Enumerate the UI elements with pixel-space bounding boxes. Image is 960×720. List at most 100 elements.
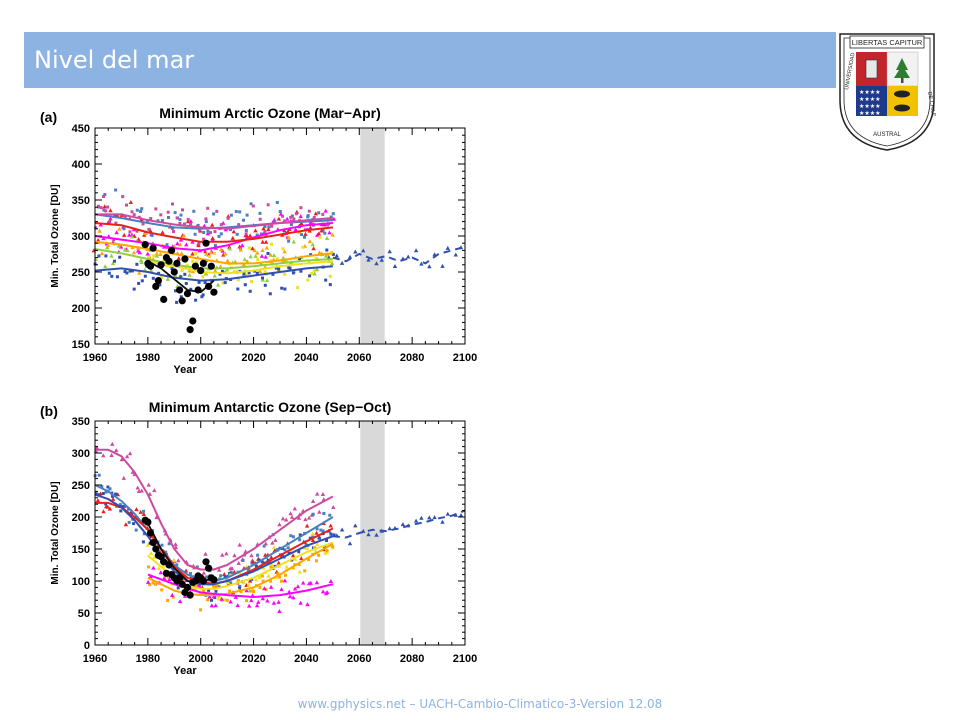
model-point bbox=[249, 598, 254, 603]
model-point bbox=[256, 599, 261, 604]
model-point bbox=[167, 216, 170, 219]
model-point bbox=[171, 595, 175, 599]
model-point bbox=[160, 588, 164, 592]
model-point bbox=[289, 514, 295, 519]
model-point bbox=[229, 570, 233, 574]
model-point bbox=[189, 222, 193, 226]
model-point bbox=[215, 282, 221, 287]
model-point bbox=[227, 246, 232, 251]
model-point bbox=[299, 221, 304, 226]
extension-point bbox=[445, 245, 450, 250]
x-tick-label: 2080 bbox=[400, 653, 424, 665]
model-point bbox=[298, 214, 303, 219]
model-point bbox=[235, 232, 239, 236]
model-point bbox=[251, 204, 255, 208]
model-point bbox=[271, 253, 277, 258]
model-point bbox=[282, 578, 288, 583]
model-point bbox=[149, 217, 153, 221]
model-point bbox=[128, 230, 132, 234]
model-point bbox=[134, 507, 139, 512]
model-point bbox=[199, 608, 203, 612]
model-point bbox=[204, 217, 208, 221]
model-point bbox=[213, 268, 218, 273]
model-point bbox=[152, 488, 157, 493]
extension-point bbox=[453, 252, 458, 257]
model-point bbox=[258, 217, 262, 221]
model-point bbox=[101, 492, 105, 495]
model-point bbox=[195, 260, 199, 264]
model-point bbox=[276, 572, 280, 576]
model-point bbox=[177, 242, 183, 247]
model-point bbox=[129, 232, 135, 237]
y-tick-label: 350 bbox=[72, 416, 90, 428]
model-point bbox=[263, 239, 269, 244]
model-point bbox=[283, 287, 287, 291]
model-point bbox=[290, 214, 294, 218]
model-point bbox=[223, 281, 227, 285]
model-line bbox=[95, 501, 334, 585]
model-point bbox=[114, 230, 119, 235]
model-point bbox=[142, 532, 146, 536]
model-point bbox=[329, 532, 333, 536]
model-point bbox=[130, 511, 134, 515]
model-point bbox=[263, 283, 267, 287]
model-point bbox=[245, 259, 250, 264]
model-point bbox=[313, 211, 318, 216]
x-tick-label: 2060 bbox=[347, 653, 371, 665]
model-point bbox=[232, 270, 236, 274]
model-point bbox=[100, 485, 104, 489]
model-point bbox=[151, 276, 155, 280]
observation-point bbox=[170, 268, 178, 276]
model-point bbox=[190, 269, 195, 274]
extension-point bbox=[406, 254, 411, 259]
model-point bbox=[285, 236, 289, 240]
model-point bbox=[303, 517, 308, 522]
observation-point bbox=[194, 286, 202, 294]
model-point bbox=[236, 579, 240, 582]
model-point bbox=[236, 560, 241, 565]
observation-point bbox=[152, 545, 160, 553]
observation-point bbox=[176, 286, 184, 294]
extension-point bbox=[361, 248, 366, 253]
model-point bbox=[247, 246, 251, 250]
observation-point bbox=[165, 561, 173, 569]
model-point bbox=[160, 219, 164, 222]
model-point bbox=[276, 560, 281, 565]
model-point bbox=[131, 250, 137, 255]
model-point bbox=[307, 209, 311, 213]
y-tick-label: 400 bbox=[72, 159, 90, 171]
model-point bbox=[310, 538, 316, 542]
svg-text:★★★★: ★★★★ bbox=[859, 110, 881, 117]
model-line bbox=[94, 484, 334, 582]
model-point bbox=[139, 260, 144, 264]
model-point bbox=[156, 219, 160, 223]
model-point bbox=[170, 267, 174, 270]
model-point bbox=[220, 269, 224, 273]
model-point bbox=[255, 250, 260, 255]
model-point bbox=[268, 579, 272, 583]
model-point bbox=[300, 233, 303, 236]
model-point bbox=[238, 586, 241, 590]
model-point bbox=[195, 565, 199, 569]
model-point bbox=[215, 209, 219, 213]
model-point bbox=[273, 537, 278, 542]
model-point bbox=[176, 558, 181, 563]
model-point bbox=[203, 551, 208, 556]
model-point bbox=[311, 512, 315, 516]
model-point bbox=[145, 251, 150, 256]
model-point bbox=[292, 506, 297, 511]
model-point bbox=[95, 238, 101, 242]
model-point bbox=[271, 545, 277, 550]
cattle-icon bbox=[894, 90, 910, 98]
model-point bbox=[219, 223, 223, 227]
model-point bbox=[207, 588, 211, 592]
model-point bbox=[321, 228, 325, 232]
model-point bbox=[289, 215, 293, 219]
model-point bbox=[121, 195, 125, 199]
model-point bbox=[178, 222, 182, 225]
model-point bbox=[288, 266, 292, 270]
model-point bbox=[296, 286, 300, 290]
model-point bbox=[310, 271, 314, 275]
model-point bbox=[322, 512, 326, 515]
